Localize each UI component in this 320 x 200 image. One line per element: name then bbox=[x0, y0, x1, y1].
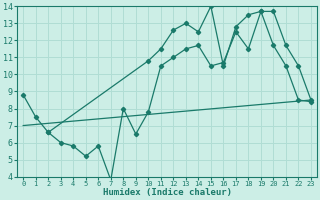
X-axis label: Humidex (Indice chaleur): Humidex (Indice chaleur) bbox=[103, 188, 232, 197]
